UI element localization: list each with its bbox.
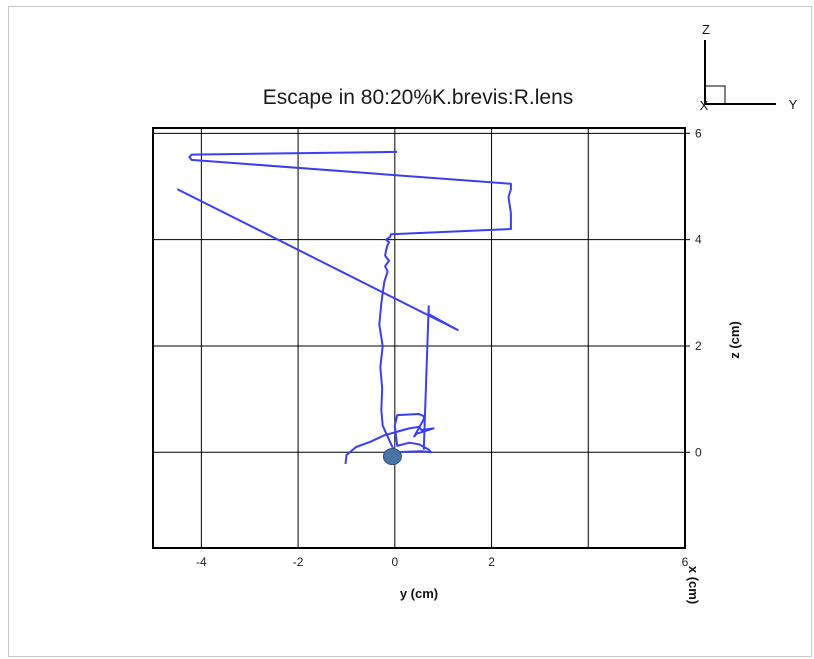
y-axis-label: z (cm) <box>727 321 742 359</box>
y-tick-label: 4 <box>695 233 702 247</box>
series-group <box>176 150 512 466</box>
triad-y-label: Y <box>789 97 798 112</box>
x-tick-label: 0 <box>391 555 398 569</box>
y-tick-label: 6 <box>695 126 702 140</box>
trajectory-line-0 <box>188 150 512 465</box>
triad-box <box>704 85 726 105</box>
plot-frame <box>152 127 686 549</box>
x-tick-label: 2 <box>488 555 495 569</box>
trajectory-line-1 <box>176 188 459 450</box>
y-tick-label: 2 <box>695 339 702 353</box>
x-tick-label: 6 <box>682 555 689 569</box>
start-point-marker <box>382 448 402 466</box>
triad-z-label: Z <box>702 22 710 37</box>
grid-lines <box>153 128 685 548</box>
tick-labels: -4 -2 0 2 6 0 2 4 6 <box>196 126 702 569</box>
third-axis-label: x (cm) <box>686 566 701 604</box>
x-tick-label: -2 <box>293 555 304 569</box>
triad-x-label: X <box>700 98 709 113</box>
chart-title: Escape in 80:20%K.brevis:R.lens <box>263 86 574 109</box>
y-tick-label: 0 <box>695 445 702 459</box>
x-axis-label: y (cm) <box>400 586 438 601</box>
x-tick-label: -4 <box>196 555 207 569</box>
orientation-triad: Z X Y <box>700 22 798 113</box>
